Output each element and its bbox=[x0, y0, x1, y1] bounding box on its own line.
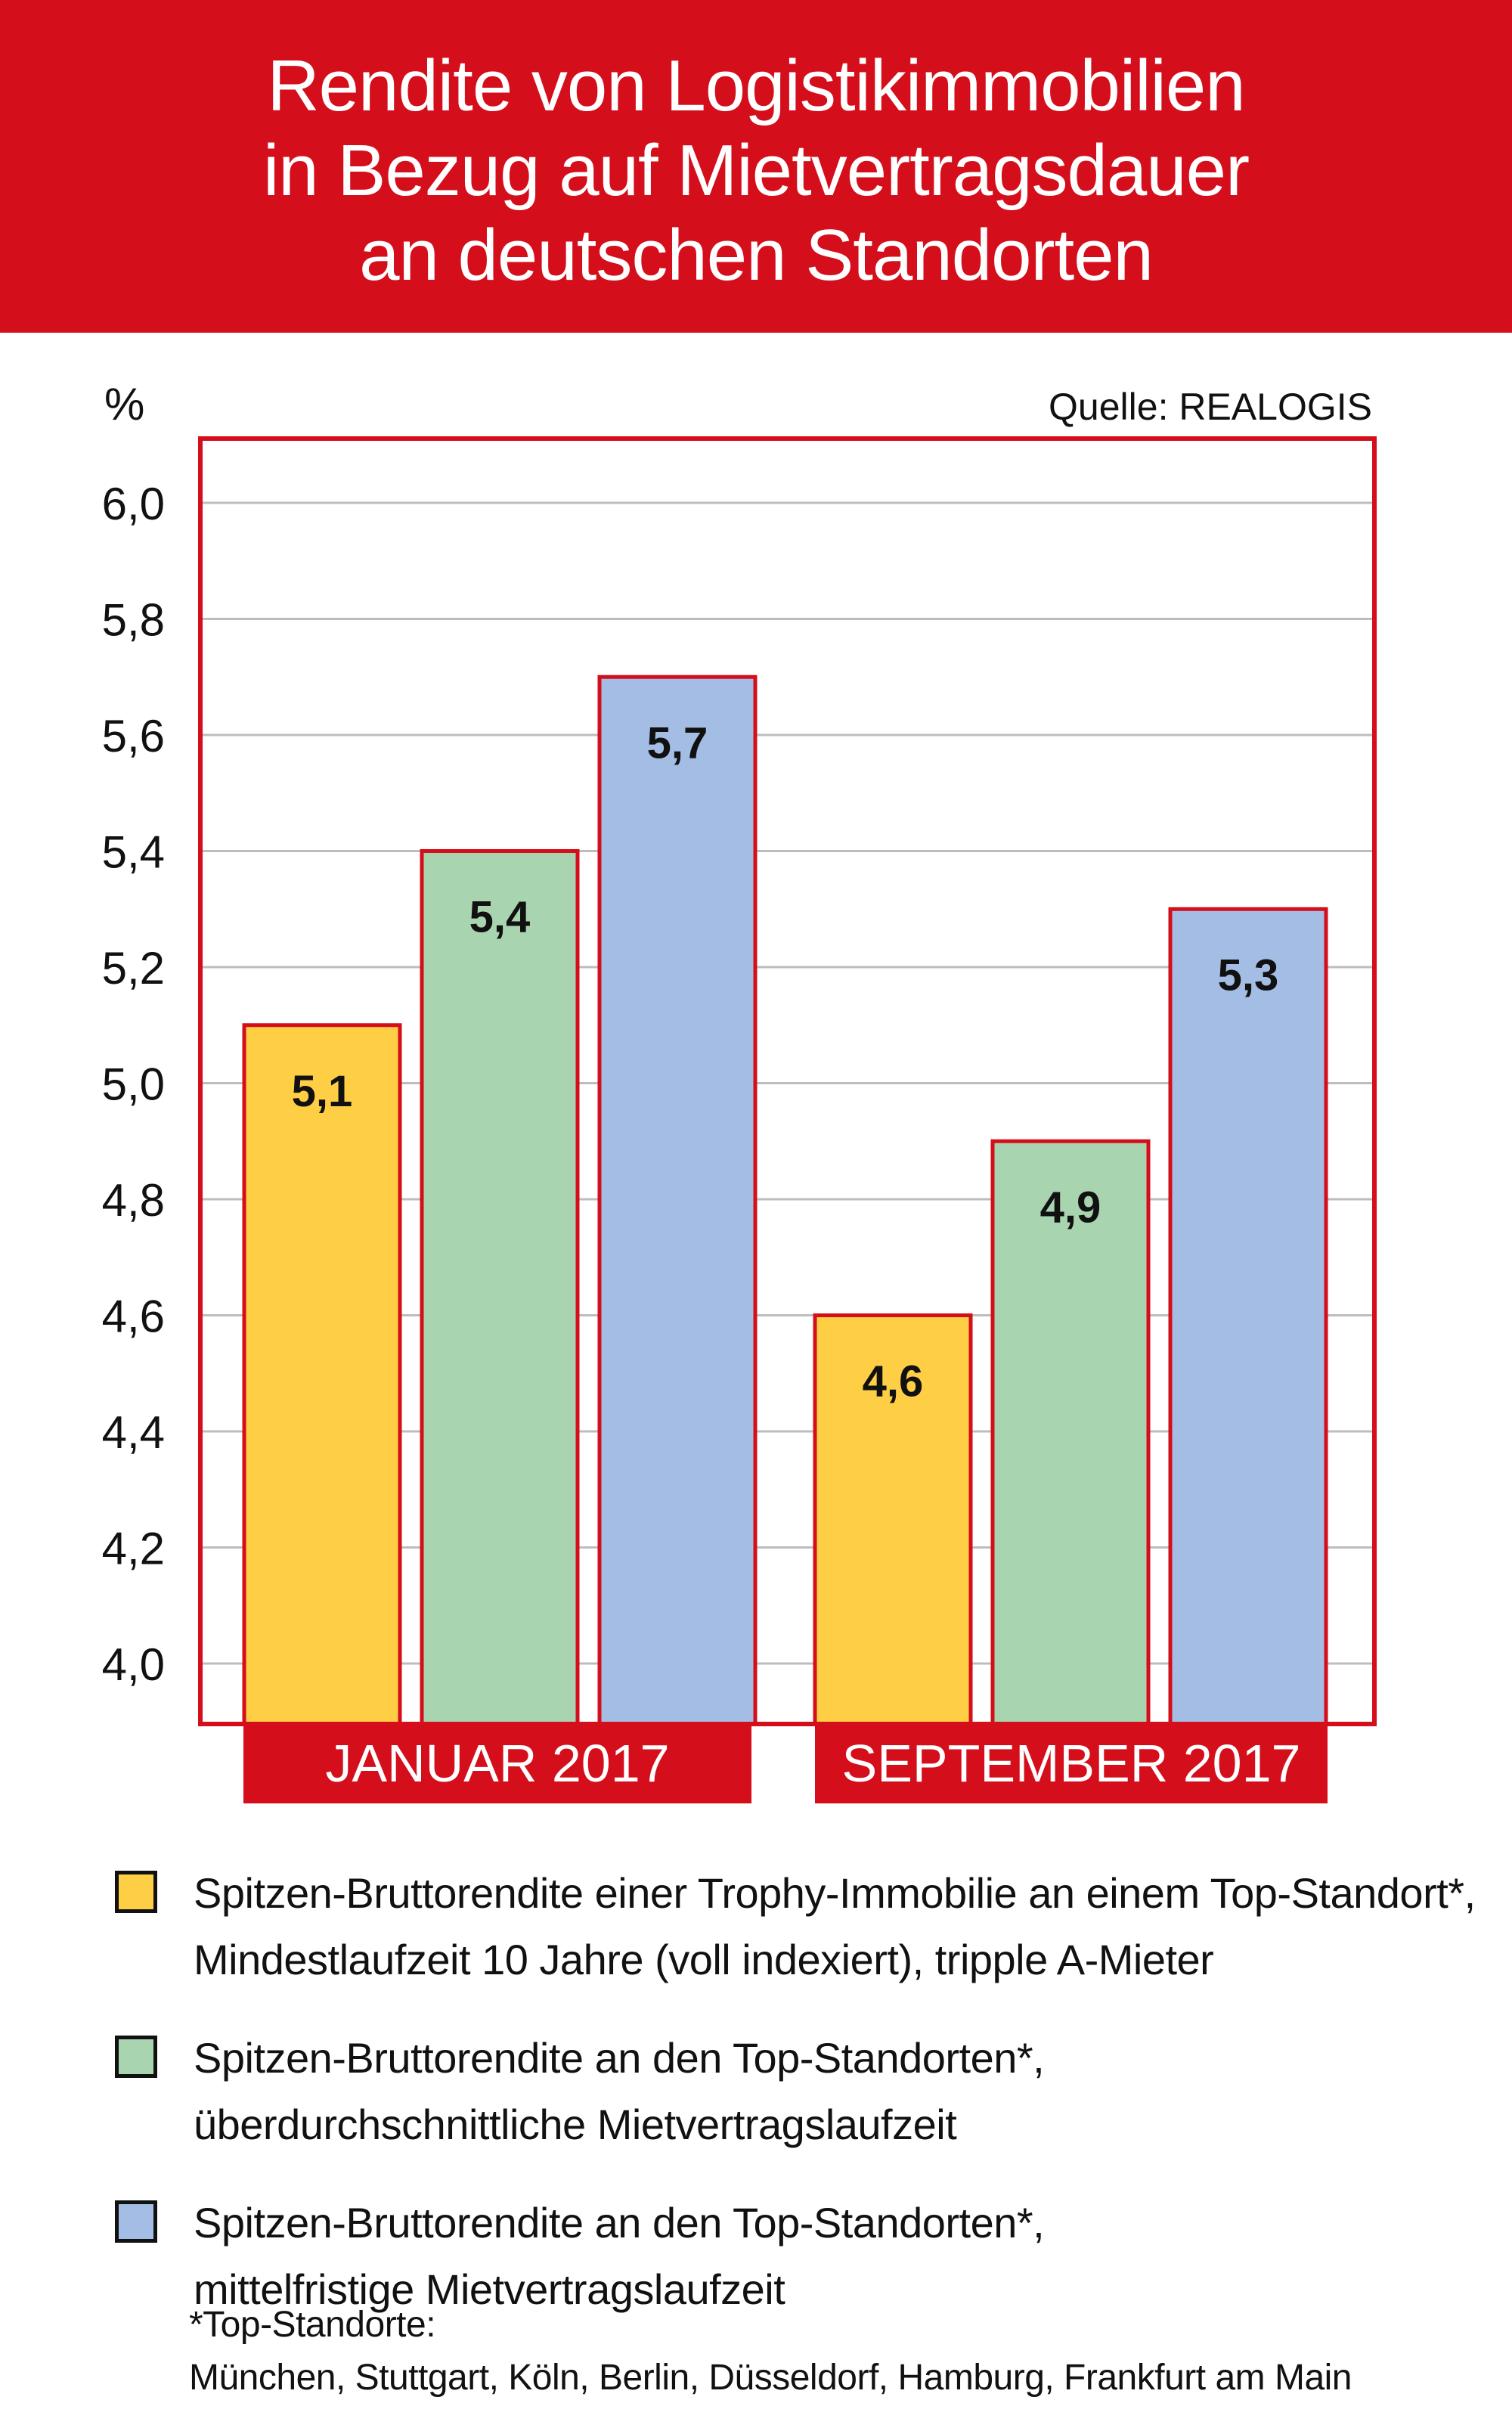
legend-swatch-blue bbox=[115, 2200, 157, 2243]
legend-item-above-average: Spitzen-Bruttorendite an den Top-Standor… bbox=[113, 2025, 1489, 2158]
bar-value-label: 5,7 bbox=[647, 718, 708, 767]
y-tick-label: 4,6 bbox=[102, 1291, 165, 1342]
y-tick-label: 5,6 bbox=[102, 711, 165, 761]
legend-item-trophy: Spitzen-Bruttorendite einer Trophy-Immob… bbox=[113, 1860, 1489, 1993]
y-tick-label: 4,8 bbox=[102, 1175, 165, 1226]
source-label: Quelle: REALOGIS bbox=[1049, 386, 1372, 428]
y-tick-label: 4,4 bbox=[102, 1407, 165, 1458]
title-line-2: in Bezug auf Mietvertragsdauer bbox=[262, 130, 1250, 211]
bar-value-label: 4,6 bbox=[863, 1357, 924, 1406]
footnote-line-2: München, Stuttgart, Köln, Berlin, Düssel… bbox=[189, 2358, 1352, 2398]
chart-title-banner: Rendite von Logistikimmobilien in Bezug … bbox=[0, 0, 1512, 333]
footnote-line-1: *Top-Standorte: bbox=[189, 2305, 436, 2345]
legend: Spitzen-Bruttorendite einer Trophy-Immob… bbox=[113, 1860, 1489, 2355]
y-tick-label: 5,2 bbox=[102, 943, 165, 994]
bar-value-label: 5,4 bbox=[469, 893, 531, 942]
bar-value-label: 5,1 bbox=[292, 1067, 353, 1116]
bar-chart: % Quelle: REALOGIS 5,1 5,4 5,7 4,6 4,9 5,3 4,… bbox=[102, 379, 1377, 1803]
y-tick-label: 4,2 bbox=[102, 1524, 165, 1574]
y-tick-label: 4,0 bbox=[102, 1639, 165, 1690]
legend-swatch-yellow bbox=[115, 1871, 157, 1913]
x-category-label: JANUAR 2017 bbox=[325, 1734, 669, 1793]
y-tick-label: 5,4 bbox=[102, 827, 165, 878]
bar bbox=[813, 1313, 973, 1726]
category-label-box bbox=[815, 1724, 1328, 1803]
y-unit-label: % bbox=[104, 379, 144, 429]
bar bbox=[420, 849, 580, 1726]
title-line-1: Rendite von Logistikimmobilien bbox=[267, 45, 1245, 126]
legend-text-1b: Mindestlaufzeit 10 Jahre (voll indexiert… bbox=[194, 1936, 1214, 1983]
bar bbox=[242, 1023, 402, 1726]
legend-text-3a: Spitzen-Bruttorendite an den Top-Standor… bbox=[194, 2199, 1045, 2247]
plot-frame bbox=[198, 436, 1377, 1726]
legend-swatch-green bbox=[115, 2036, 157, 2078]
bar-value-label: 4,9 bbox=[1040, 1183, 1101, 1232]
bar bbox=[1168, 907, 1328, 1726]
bar-value-label: 5,3 bbox=[1218, 950, 1279, 1000]
title-line-3: an deutschen Standorten bbox=[359, 215, 1154, 296]
category-label-box bbox=[243, 1724, 751, 1803]
legend-text-2a: Spitzen-Bruttorendite an den Top-Standor… bbox=[194, 2034, 1045, 2082]
y-tick-label: 5,0 bbox=[102, 1059, 165, 1110]
legend-text-3b: mittelfristige Mietvertragslaufzeit bbox=[194, 2265, 785, 2313]
y-tick-label: 6,0 bbox=[102, 479, 165, 529]
legend-text-1a: Spitzen-Bruttorendite einer Trophy-Immob… bbox=[194, 1869, 1476, 1917]
bar bbox=[990, 1139, 1151, 1726]
bar bbox=[597, 674, 758, 1726]
legend-text-2b: überdurchschnittliche Mietvertragslaufze… bbox=[194, 2101, 957, 2148]
legend-item-medium-term: Spitzen-Bruttorendite an den Top-Standor… bbox=[113, 2190, 1489, 2323]
y-tick-label: 5,8 bbox=[102, 595, 165, 646]
x-category-label: SEPTEMBER 2017 bbox=[842, 1734, 1301, 1793]
footnote: *Top-Standorte: München, Stuttgart, Köln… bbox=[189, 2299, 1352, 2405]
